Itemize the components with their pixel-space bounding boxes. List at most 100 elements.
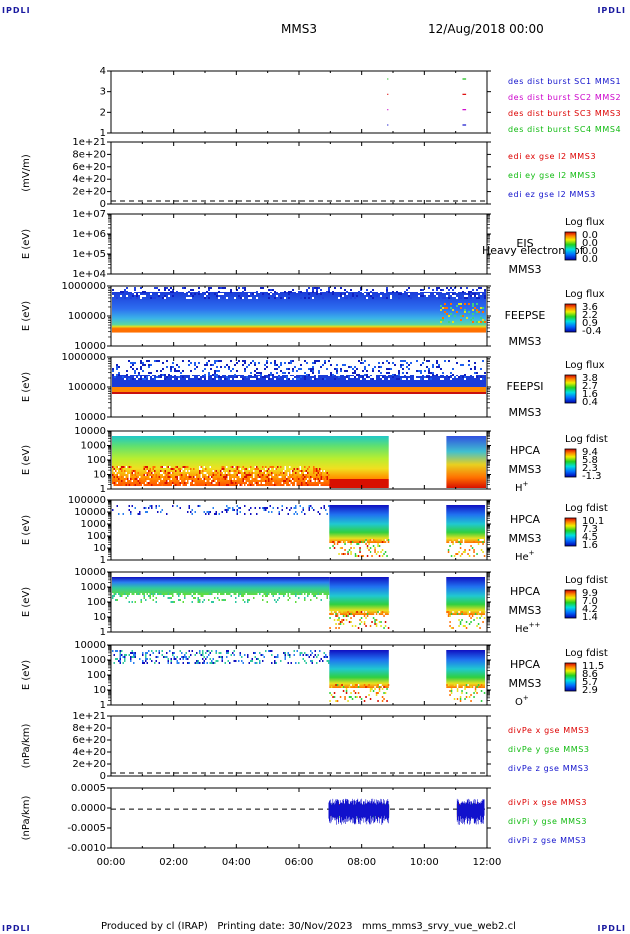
- spectrogram-speckle: [114, 287, 486, 299]
- y-tick-label: 1e+05: [72, 249, 106, 260]
- spectrogram-speckle: [330, 611, 390, 627]
- legend-entry: edi ex gse l2 MMS3: [508, 152, 596, 161]
- instrument-label: MMS3: [509, 604, 542, 617]
- colorbar-tick-label: 0.0: [582, 238, 598, 249]
- spectrogram-speckle: [332, 684, 388, 702]
- data-gap: [388, 432, 447, 488]
- instrument-label: FEEPSI: [506, 380, 543, 393]
- legend-entry: des dist burst SC4 MMS4: [508, 125, 621, 134]
- instrument-label: FEEPSE: [505, 309, 546, 322]
- legend-entry: divPi y gse MMS3: [508, 817, 587, 826]
- y-tick-label: 10000: [74, 341, 106, 352]
- x-tick-label: 04:00: [222, 857, 251, 868]
- colorbar: [564, 448, 577, 478]
- y-tick-label: 1: [100, 700, 106, 711]
- spectrogram-speckle: [338, 539, 384, 557]
- y-tick-label: 2e+20: [72, 759, 106, 770]
- instrument-label: EIS: [516, 237, 533, 250]
- spectrogram-fill: [112, 577, 330, 595]
- spectrogram-speckle: [447, 539, 484, 557]
- y-tick-label: 1000000: [61, 352, 106, 363]
- panel-hpca_h: 10000 1000 100 10 1 E (eV) HPCA MMS3 H+ Log fdist…: [21, 426, 608, 495]
- colorbar-tick-label: 7.0: [582, 596, 598, 607]
- y-tick-label: 1000: [81, 441, 106, 452]
- colorbar: [564, 303, 577, 333]
- spectrogram-speckle: [112, 287, 482, 299]
- x-tick-label: 10:00: [410, 857, 439, 868]
- legend-entry: des dist burst SC3 MMS3: [508, 109, 621, 118]
- spectrogram-speckle: [442, 303, 486, 323]
- y-tick-label: 0.0000: [71, 803, 106, 814]
- colorbar-tick-label: 0.4: [582, 397, 598, 408]
- colorbar-title: Log fdist: [565, 575, 608, 586]
- spectrogram-speckle: [329, 684, 388, 700]
- spectrogram-speckle: [446, 611, 484, 629]
- colorbar-tick-label: 0.9: [582, 318, 598, 329]
- colorbar: [564, 231, 577, 261]
- x-tick-label: 08:00: [347, 857, 376, 868]
- panel-frame: [110, 787, 488, 849]
- y-tick-label: 1: [100, 627, 106, 638]
- y-axis-label: E (eV): [21, 229, 32, 259]
- instrument-label: HPCA: [510, 658, 541, 671]
- x-tick-label: 12:00: [473, 857, 502, 868]
- y-tick-label: 10: [93, 685, 106, 696]
- spectrogram-speckle: [113, 650, 330, 664]
- y-tick-label: 6e+20: [72, 735, 106, 746]
- colorbar-tick-label: 5.7: [582, 677, 598, 688]
- spectrogram-speckle: [450, 613, 481, 625]
- instrument-label: MMS3: [509, 463, 542, 476]
- y-tick-label: 10000: [74, 507, 106, 518]
- colorbar-tick-label: 9.9: [582, 588, 598, 599]
- spectrogram-band: [329, 479, 389, 488]
- y-tick-label: 1e+06: [72, 229, 106, 240]
- y-tick-label: 4e+20: [72, 174, 106, 185]
- colorbar-title: Log fdist: [565, 434, 608, 445]
- spectrogram-speckle: [112, 505, 328, 515]
- colorbar-tick-label: 10.1: [582, 516, 604, 527]
- y-axis-label: (mV/m): [21, 154, 32, 192]
- colorbar-tick-label: 1.6: [582, 389, 598, 400]
- instrument-label: MMS3: [509, 335, 542, 348]
- colorbar-tick-label: -1.3: [582, 471, 602, 482]
- spectrogram-speckle: [113, 466, 330, 486]
- instrument-label: HPCA: [510, 513, 541, 526]
- spectrogram-speckle: [332, 541, 384, 557]
- instrument-label: MMS3: [509, 677, 542, 690]
- y-tick-label: 1000: [81, 519, 106, 530]
- plot-datetime: 12/Aug/2018 00:00: [428, 22, 544, 36]
- spectrogram-fill: [112, 436, 389, 486]
- colorbar-tick-label: 1.4: [582, 612, 598, 623]
- spectrogram-speckle: [112, 505, 325, 515]
- spectrogram-speckle: [446, 539, 486, 557]
- spectrogram-speckle: [329, 611, 385, 629]
- colorbar-tick-label: 2.7: [582, 381, 598, 392]
- legend-entry: des dist burst SC2 MMS2: [508, 93, 621, 102]
- spectrogram-speckle: [112, 360, 486, 380]
- footer-credits: Produced by cl (IRAP) Printing date: 30/…: [101, 921, 516, 932]
- colorbar-tick-label: 2.3: [582, 463, 598, 474]
- divpi-series-blue: [328, 798, 390, 825]
- spectrogram-speckle: [446, 684, 483, 702]
- colorbar-tick-label: 4.2: [582, 604, 598, 615]
- colorbar-title: Log flux: [565, 217, 605, 228]
- colorbar-title: Log fdist: [565, 648, 608, 659]
- x-tick-label: 00:00: [97, 857, 126, 868]
- spectrogram-fill: [329, 650, 389, 688]
- species-label: O+: [515, 694, 529, 708]
- y-tick-label: -0.0005: [67, 823, 106, 834]
- spectrogram-speckle: [449, 611, 486, 629]
- spectrogram-speckle: [446, 611, 484, 629]
- spectrogram-speckle: [329, 684, 390, 702]
- instrument-label: MMS3: [509, 406, 542, 419]
- colorbar-tick-label: 2.9: [582, 685, 598, 696]
- spectrogram-speckle: [329, 611, 385, 629]
- spectrogram-fill: [329, 505, 389, 543]
- colorbar-tick-label: 7.3: [582, 524, 598, 535]
- spectrogram-fill: [446, 577, 485, 615]
- spectrogram-speckle: [112, 360, 484, 380]
- panel-eis: 1e+07 1e+06 1e+05 1e+04 E (eV) EIS MMS3 Heavy e…: [21, 209, 605, 280]
- y-tick-label: 10000: [74, 412, 106, 423]
- y-axis-label: E (eV): [21, 587, 32, 617]
